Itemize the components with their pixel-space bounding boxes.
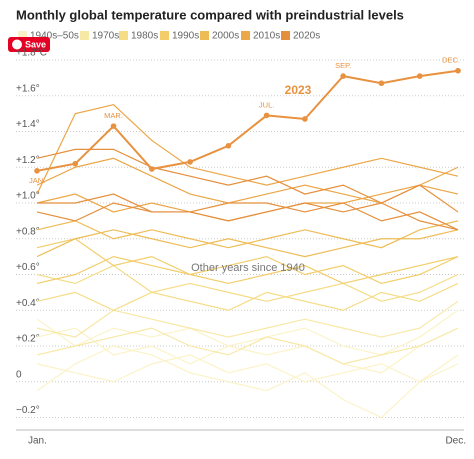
annotation: JAN. [29,176,45,185]
legend-label: 1990s [172,31,199,42]
annotation: JUL. [259,100,274,109]
legend-swatch [200,31,209,40]
legend-swatch [119,31,128,40]
y-tick-label: +0.2° [16,334,40,345]
background-line [36,354,459,383]
background-line [36,327,459,374]
series-point [302,116,308,122]
series-point [72,160,79,167]
background-line [36,300,459,338]
background-line [36,264,459,302]
background-line [36,229,459,258]
legend-label: 2010s [253,31,280,42]
background-line [36,327,459,365]
series-point [187,159,193,165]
annotation: MAR. [104,111,123,120]
legend-swatch [241,31,250,40]
legend-swatch [160,31,169,40]
legend-label: 1940s–50s [30,31,79,42]
y-tick-label: 0 [16,369,22,380]
annotation: SEP. [335,61,351,70]
series-point [378,80,385,87]
y-tick-label: +1.6° [16,83,40,94]
series-point [340,73,346,79]
background-line [36,202,459,231]
background-line [36,148,459,213]
series-label: 2023 [285,83,312,97]
background-line [36,238,459,285]
y-tick-label: +0.8° [16,226,40,237]
series-point [110,123,117,129]
y-tick-label: +1.8°C [16,48,47,59]
background-line [36,282,459,311]
background-line [36,309,459,356]
x-tick-label: Jan. [28,436,47,447]
legend-swatch [18,31,27,40]
y-tick-label: +0.6° [16,262,40,273]
series-point [263,112,270,119]
annotation: DEC. [442,56,460,65]
background-line [36,345,459,419]
background-line [37,193,459,231]
series-point [225,142,232,149]
legend-swatch [281,31,290,40]
series-point [455,67,461,74]
background-label: Other years since 1940 [191,262,305,274]
series-point [149,166,155,172]
series-line [36,69,459,172]
chart-title: Monthly global temperature compared with… [16,7,404,22]
legend-label: 2020s [293,31,320,42]
x-tick-label: Dec. [445,436,466,447]
series-point [416,73,423,79]
y-tick-label: +1.0° [16,191,40,202]
series-point [34,168,40,174]
save-label[interactable]: Save [25,39,46,49]
save-icon [12,39,22,50]
legend-swatch [80,31,89,40]
background-line [36,255,459,285]
legend-label: 2000s [212,31,239,42]
y-tick-label: +0.4° [16,298,40,309]
legend-label: 1970s [92,31,119,42]
y-tick-label: +1.4° [16,119,40,130]
y-tick-label: +1.2° [16,155,40,166]
y-tick-label: −0.2° [16,405,40,416]
legend-label: 1980s [131,31,158,42]
